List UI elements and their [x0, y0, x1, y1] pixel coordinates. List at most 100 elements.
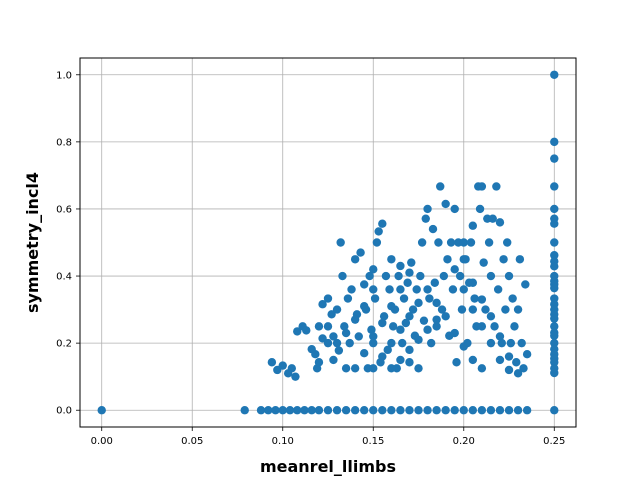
data-point: [329, 332, 338, 341]
data-point: [550, 322, 559, 331]
data-point: [452, 358, 461, 367]
data-point: [477, 322, 487, 331]
data-point: [399, 294, 409, 303]
data-point: [504, 271, 514, 281]
data-point: [423, 204, 432, 214]
data-point: [488, 214, 497, 223]
data-point: [446, 238, 456, 247]
data-point: [459, 238, 468, 247]
data-point: [459, 255, 468, 264]
data-point: [475, 204, 485, 214]
data-point: [513, 305, 523, 314]
data-point: [388, 322, 398, 331]
data-point: [459, 285, 468, 294]
data-point: [513, 369, 523, 378]
data-point: [550, 219, 559, 228]
data-point: [517, 338, 526, 348]
data-point: [307, 406, 316, 415]
data-point: [477, 182, 487, 191]
data-point: [468, 355, 478, 365]
x-tick-label: 0.10: [272, 436, 294, 447]
data-point: [468, 305, 478, 314]
data-point: [327, 310, 336, 319]
grid-lines: [80, 58, 576, 427]
data-point: [519, 364, 528, 373]
data-point: [426, 338, 436, 348]
data-point: [425, 294, 434, 303]
data-point: [550, 137, 559, 147]
data-point: [300, 406, 309, 415]
data-point: [481, 305, 490, 314]
data-point: [314, 322, 324, 331]
y-tick-label: 0.6: [56, 204, 72, 215]
data-point: [332, 305, 342, 314]
data-point: [394, 271, 403, 281]
data-point: [550, 338, 559, 348]
data-point: [450, 265, 459, 274]
data-point: [381, 271, 391, 281]
data-point: [332, 338, 342, 348]
data-point: [550, 406, 559, 415]
data-point: [423, 285, 432, 294]
data-point: [412, 285, 421, 294]
data-point: [432, 315, 441, 324]
data-point: [477, 364, 487, 373]
data-point: [432, 322, 441, 331]
data-point: [396, 261, 405, 271]
scatter-points: [97, 70, 559, 415]
data-point: [347, 285, 356, 294]
data-point: [350, 315, 360, 324]
data-point: [341, 328, 351, 338]
y-tick-label: 0.0: [56, 406, 72, 417]
data-point: [329, 355, 338, 365]
data-point: [336, 238, 345, 247]
data-point: [484, 238, 494, 247]
data-point: [495, 406, 505, 415]
data-point: [369, 338, 378, 348]
data-point: [370, 294, 380, 303]
data-point: [323, 406, 333, 415]
data-point: [323, 322, 333, 331]
data-point: [448, 285, 458, 294]
data-point: [314, 358, 324, 367]
data-point: [510, 322, 519, 331]
data-point: [455, 271, 465, 281]
data-point: [479, 258, 488, 267]
data-point: [350, 406, 360, 415]
data-point: [486, 312, 496, 321]
data-point: [414, 364, 423, 373]
x-tick-label: 0.15: [362, 436, 384, 447]
data-point: [414, 298, 423, 308]
data-point: [396, 355, 405, 365]
data-point: [387, 364, 396, 373]
data-point: [416, 271, 425, 281]
data-point: [486, 338, 496, 348]
data-point: [369, 265, 378, 274]
data-point: [378, 219, 387, 228]
data-point: [550, 154, 559, 163]
data-point: [436, 182, 445, 191]
data-point: [512, 358, 521, 367]
data-point: [459, 406, 468, 415]
data-point: [423, 406, 432, 415]
data-point: [369, 364, 378, 373]
data-point: [372, 238, 382, 247]
data-point: [490, 322, 499, 331]
data-point: [396, 325, 405, 334]
data-point: [403, 278, 412, 287]
data-point: [450, 328, 459, 338]
data-point: [497, 338, 506, 348]
data-point: [396, 285, 405, 294]
data-point: [550, 358, 559, 367]
data-point: [385, 285, 394, 294]
data-point: [513, 406, 523, 415]
data-point: [240, 406, 249, 415]
data-point: [278, 406, 287, 415]
data-point: [396, 406, 405, 415]
data-point: [323, 294, 333, 303]
data-point: [401, 318, 411, 328]
data-point: [550, 251, 559, 260]
data-point: [350, 364, 360, 373]
data-point: [522, 406, 532, 415]
data-point: [421, 214, 430, 223]
